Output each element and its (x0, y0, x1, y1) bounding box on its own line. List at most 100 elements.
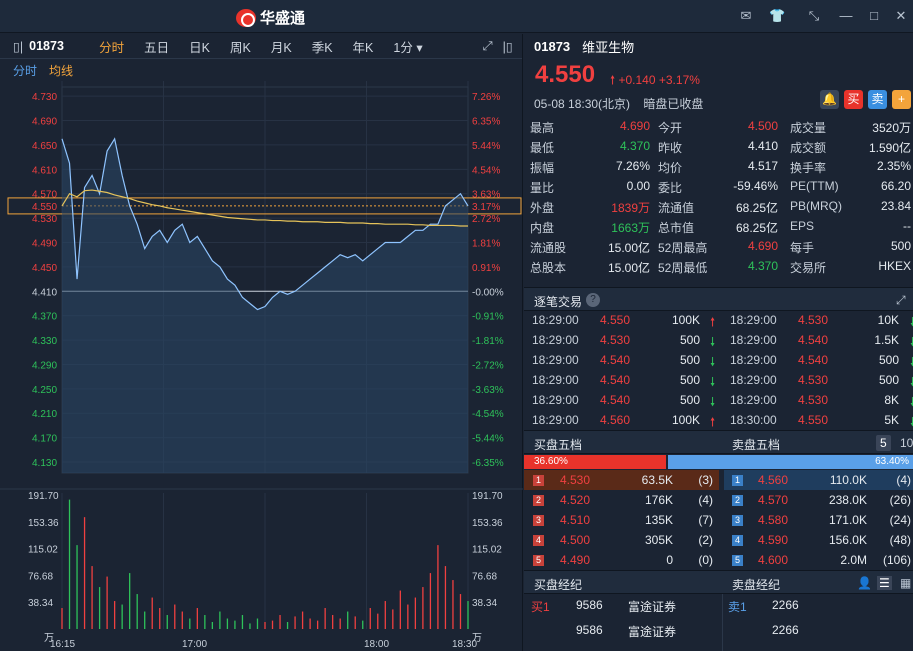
bid-level: 4 (533, 535, 544, 546)
bid-price: 4.500 (560, 533, 591, 547)
volume-tick-label: 115.02 (28, 545, 58, 556)
tab-daily[interactable]: 日K (189, 40, 211, 55)
help-icon[interactable]: ? (586, 293, 600, 307)
stat-row: 内盘 1663万 总市值 68.25亿 EPS -- (524, 216, 913, 236)
x-tick-label: 17:00 (182, 639, 207, 650)
y-pct-label: -0.91% (472, 312, 504, 323)
depth-10-button[interactable]: 10 (900, 436, 913, 450)
price-line (61, 137, 469, 311)
stat-value: 0.00 (626, 179, 650, 193)
volume-tick-label: 万 (472, 633, 482, 644)
ask-count: (26) (889, 493, 911, 507)
up-arrow-icon: 🠕 (710, 315, 716, 329)
shrink-icon[interactable]: ⤡ (808, 8, 820, 23)
subtab-avg[interactable]: 均线 (49, 63, 74, 78)
logo-icon (236, 8, 256, 27)
sell-button[interactable]: 卖 (868, 90, 887, 109)
maximize-icon[interactable]: □ (870, 8, 878, 23)
tab-yearly[interactable]: 年K (352, 40, 374, 55)
tick-price: 4.540 (600, 373, 631, 387)
interval-select[interactable]: 1分 ▾ (393, 40, 423, 55)
quote-panel: 01873 维亚生物 4.550 🠕 +0.140 +3.17% 05-08 1… (524, 34, 913, 651)
mail-icon[interactable]: ✉ (740, 8, 752, 23)
down-arrow-icon: 🠗 (910, 375, 913, 389)
depth-5-button[interactable]: 5 (876, 435, 891, 451)
tick-price: 4.540 (600, 393, 631, 407)
tick-volume: 500 (679, 393, 700, 407)
stat-label: 总市值 (658, 221, 695, 235)
bid-row: 2 4.520 176K (4) (524, 490, 719, 510)
buy-broker-label: 买1 (531, 600, 550, 614)
y-pct-label: 1.81% (472, 238, 500, 249)
stat-label: 流通股 (530, 241, 567, 255)
stat-value: 15.00亿 (607, 241, 650, 255)
bid-pct: 36.60% (534, 456, 568, 467)
expand-icon[interactable]: ⤢ (482, 38, 493, 53)
y-tick-label: 4.370 (32, 312, 57, 323)
down-arrow-icon: 🠗 (710, 335, 716, 349)
ticks-expand-icon[interactable]: ⤢ (896, 293, 906, 307)
bid-price: 4.490 (560, 553, 591, 567)
tab-weekly[interactable]: 周K (230, 40, 251, 55)
tab-5day[interactable]: 五日 (144, 40, 170, 55)
stat-value: 4.690 (619, 119, 650, 133)
buy-broker-row: 9586 富途证券 (524, 620, 913, 640)
list-icon[interactable]: ☰ (877, 576, 892, 590)
tick-volume: 500 (679, 333, 700, 347)
buy-button[interactable]: 买 (844, 90, 863, 109)
stat-value: 1839万 (611, 201, 650, 215)
stat-label: PB(MRQ) (790, 199, 842, 213)
ask-price: 4.570 (758, 493, 789, 507)
tab-quarterly[interactable]: 季K (311, 40, 333, 55)
minimize-icon[interactable]: — (839, 8, 853, 23)
y-tick-label: 4.530 (32, 214, 57, 225)
ask-count: (24) (889, 513, 911, 527)
tick-time: 18:29:00 (532, 313, 579, 327)
y-tick-label: 4.410 (32, 287, 57, 298)
panel-right-icon[interactable]: |▯ (502, 39, 513, 54)
toolbar-symbol: 01873 (29, 39, 64, 53)
down-arrow-icon: 🠗 (910, 335, 913, 349)
tick-volume: 1.5K (874, 333, 899, 347)
y-pct-label: 3.17% (472, 202, 500, 213)
tab-monthly[interactable]: 月K (270, 40, 292, 55)
grid-icon[interactable]: ▦ (900, 576, 912, 590)
down-arrow-icon: 🠗 (910, 315, 913, 329)
app-logo: 华盛通 (236, 7, 305, 28)
y-tick-label: 4.490 (32, 238, 57, 249)
stat-label: 均价 (658, 161, 683, 175)
stat-label: 量比 (530, 181, 555, 195)
y-pct-label: 5.44% (472, 141, 500, 152)
stat-value: 3520万 (872, 121, 911, 135)
alert-bell-icon[interactable]: 🔔 (820, 90, 839, 109)
y-pct-label: -0.00% (472, 287, 504, 298)
user-icon[interactable]: 👤 (857, 576, 872, 590)
tick-volume: 500 (878, 373, 899, 387)
volume-tick-label: 115.02 (472, 545, 502, 556)
panel-toggle-icon[interactable]: ▯| (13, 39, 24, 54)
tab-intraday[interactable]: 分时 (99, 40, 125, 55)
volume-tick-label: 191.70 (28, 491, 59, 502)
tick-time: 18:29:00 (532, 373, 579, 387)
y-pct-label: -2.72% (472, 360, 504, 371)
x-tick-label: 18:30 (452, 639, 477, 650)
subtab-intraday[interactable]: 分时 (13, 63, 38, 78)
tick-time: 18:29:00 (730, 333, 777, 347)
tick-price: 4.540 (600, 353, 631, 367)
stat-value: 4.517 (747, 159, 778, 173)
tick-volume: 500 (679, 353, 700, 367)
ask-level: 4 (732, 535, 743, 546)
close-icon[interactable]: ✕ (895, 8, 907, 23)
bid-count: (0) (698, 553, 713, 567)
price-change: 🠕 +0.140 +3.17% (610, 71, 700, 92)
add-watch-icon[interactable]: + (892, 90, 911, 109)
change-value: +0.140 (618, 73, 656, 87)
skin-icon[interactable]: 👕 (769, 8, 786, 23)
chart-panel: ▯| 01873 分时 五日 日K 周K 月K 季K 年K 1分 ▾ ⤢ |▯ … (0, 34, 523, 651)
ask-row: 1 4.560 110.0K (4) (724, 470, 913, 490)
tick-price: 4.530 (600, 333, 631, 347)
volume-tick-label: 万 (44, 633, 54, 644)
ask-title: 卖盘五档 (732, 438, 781, 452)
stat-label: 最低 (530, 141, 555, 155)
y-tick-label: 4.130 (32, 458, 57, 469)
